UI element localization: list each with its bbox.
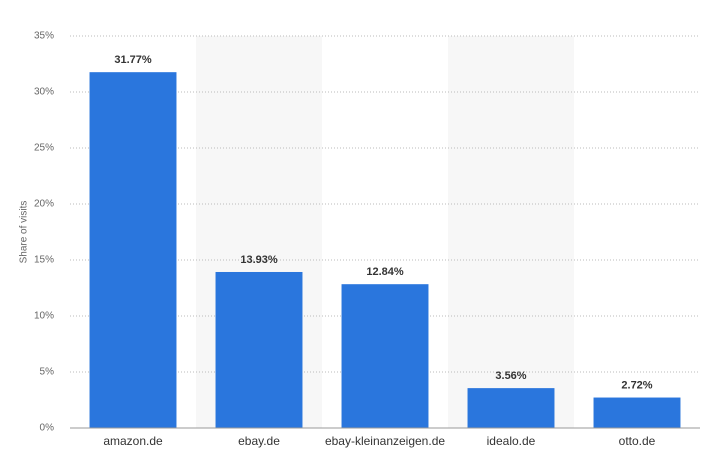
x-tick-label: otto.de xyxy=(619,434,656,448)
bar xyxy=(467,388,555,428)
y-tick-label: 30% xyxy=(34,87,54,98)
bar xyxy=(341,284,429,428)
value-label: 13.93% xyxy=(240,254,278,266)
bar xyxy=(89,72,177,429)
y-tick-label: 25% xyxy=(34,143,54,154)
x-tick-label: ebay.de xyxy=(238,434,280,448)
x-tick-label: idealo.de xyxy=(487,434,536,448)
y-tick-label: 35% xyxy=(34,31,54,42)
y-tick-label: 5% xyxy=(40,367,55,378)
y-tick-label: 15% xyxy=(34,255,54,266)
x-tick-label: amazon.de xyxy=(103,434,163,448)
band-shade xyxy=(448,36,574,428)
y-tick-label: 10% xyxy=(34,311,54,322)
y-axis-title: Share of visits xyxy=(19,201,30,264)
bar xyxy=(593,397,681,428)
value-label: 31.77% xyxy=(114,54,152,66)
y-tick-label: 0% xyxy=(40,423,55,434)
value-label: 2.72% xyxy=(621,379,652,391)
y-tick-label: 20% xyxy=(34,199,54,210)
x-tick-label: ebay-kleinanzeigen.de xyxy=(325,434,445,448)
value-label: 3.56% xyxy=(495,370,526,382)
bar xyxy=(215,271,303,428)
value-label: 12.84% xyxy=(366,266,404,278)
